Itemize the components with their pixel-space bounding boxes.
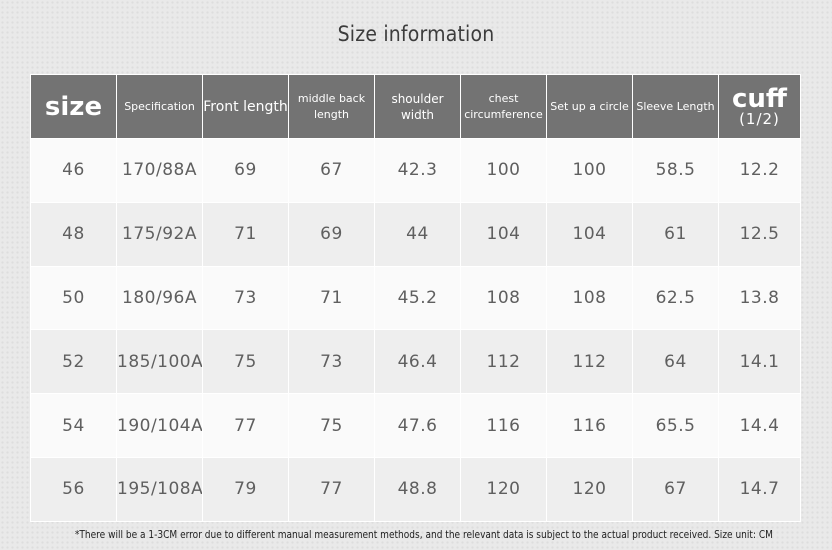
cell-sleeve-length: 58.5: [632, 138, 719, 203]
cell-cuff: 12.5: [718, 201, 801, 267]
table-row: 52 185/100A 75 73 46.4 112 112 64 14.1: [30, 329, 801, 395]
header-cuff-label: cuff: [732, 84, 787, 114]
cell-chest-circumference: 108: [460, 265, 547, 331]
header-sleeve-length: Sleeve Length: [632, 74, 719, 139]
cell-cuff: 14.7: [718, 456, 801, 522]
cell-size: 52: [30, 329, 117, 395]
cell-size: 46: [30, 138, 117, 203]
cell-sleeve-length: 65.5: [632, 393, 719, 458]
cell-cuff: 14.4: [718, 393, 801, 458]
cell-cuff: 14.1: [718, 329, 801, 395]
cell-set-up-a-circle: 108: [546, 265, 633, 331]
cell-chest-circumference: 112: [460, 329, 547, 395]
cell-shoulder-width: 45.2: [374, 265, 461, 331]
header-chest-circumference: chest circumference: [460, 74, 547, 139]
cell-sleeve-length: 61: [632, 201, 719, 267]
cell-shoulder-width: 46.4: [374, 329, 461, 395]
cell-set-up-a-circle: 116: [546, 393, 633, 458]
cell-set-up-a-circle: 100: [546, 138, 633, 203]
header-specification: Specification: [116, 74, 203, 139]
cell-size: 50: [30, 265, 117, 331]
header-front-length: Front length: [202, 74, 289, 139]
cell-shoulder-width: 42.3: [374, 138, 461, 203]
cell-middle-back-length: 71: [288, 265, 375, 331]
table-row: 56 195/108A 79 77 48.8 120 120 67 14.7: [30, 456, 801, 522]
cell-specification: 180/96A: [116, 265, 203, 331]
cell-set-up-a-circle: 104: [546, 201, 633, 267]
cell-shoulder-width: 47.6: [374, 393, 461, 458]
cell-sleeve-length: 64: [632, 329, 719, 395]
table-row: 50 180/96A 73 71 45.2 108 108 62.5 13.8: [30, 265, 801, 331]
cell-sleeve-length: 62.5: [632, 265, 719, 331]
cell-middle-back-length: 75: [288, 393, 375, 458]
cell-shoulder-width: 48.8: [374, 456, 461, 522]
cell-front-length: 69: [202, 138, 289, 203]
footnote: *There will be a 1-3CM error due to diff…: [74, 528, 773, 541]
cell-chest-circumference: 120: [460, 456, 547, 522]
cell-set-up-a-circle: 120: [546, 456, 633, 522]
header-cuff-sub: (1/2): [739, 110, 780, 128]
cell-specification: 185/100A: [116, 329, 203, 395]
size-table-container: size Specification Front length middle b…: [30, 74, 801, 522]
table-row: 54 190/104A 77 75 47.6 116 116 65.5 14.4: [30, 393, 801, 458]
size-table: size Specification Front length middle b…: [30, 74, 801, 522]
page-title: Size information: [337, 22, 495, 46]
header-row: size Specification Front length middle b…: [30, 74, 801, 139]
cell-specification: 175/92A: [116, 201, 203, 267]
cell-middle-back-length: 67: [288, 138, 375, 203]
cell-front-length: 75: [202, 329, 289, 395]
cell-size: 54: [30, 393, 117, 458]
cell-front-length: 79: [202, 456, 289, 522]
cell-middle-back-length: 69: [288, 201, 375, 267]
cell-middle-back-length: 77: [288, 456, 375, 522]
cell-size: 56: [30, 456, 117, 522]
cell-shoulder-width: 44: [374, 201, 461, 267]
header-set-up-a-circle: Set up a circle: [546, 74, 633, 139]
cell-sleeve-length: 67: [632, 456, 719, 522]
cell-front-length: 71: [202, 201, 289, 267]
cell-cuff: 13.8: [718, 265, 801, 331]
cell-cuff: 12.2: [718, 138, 801, 203]
cell-chest-circumference: 104: [460, 201, 547, 267]
header-shoulder-width: shoulder width: [374, 74, 461, 139]
cell-middle-back-length: 73: [288, 329, 375, 395]
table-row: 48 175/92A 71 69 44 104 104 61 12.5: [30, 201, 801, 267]
header-cuff: cuff (1/2): [718, 74, 801, 139]
cell-specification: 195/108A: [116, 456, 203, 522]
cell-front-length: 77: [202, 393, 289, 458]
table-row: 46 170/88A 69 67 42.3 100 100 58.5 12.2: [30, 138, 801, 203]
cell-chest-circumference: 100: [460, 138, 547, 203]
cell-set-up-a-circle: 112: [546, 329, 633, 395]
cell-size: 48: [30, 201, 117, 267]
cell-front-length: 73: [202, 265, 289, 331]
table-body: 46 170/88A 69 67 42.3 100 100 58.5 12.2 48 175/92A…: [30, 138, 801, 522]
header-size: size: [30, 74, 117, 139]
cell-chest-circumference: 116: [460, 393, 547, 458]
cell-specification: 190/104A: [116, 393, 203, 458]
cell-specification: 170/88A: [116, 138, 203, 203]
header-middle-back-length: middle back length: [288, 74, 375, 139]
